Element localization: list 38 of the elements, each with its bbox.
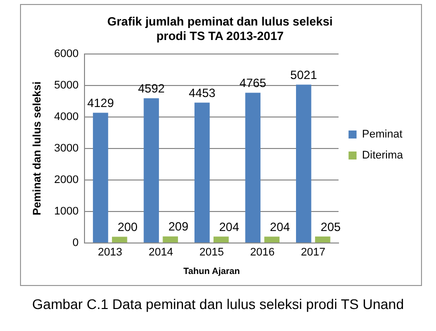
data-label: 4453 xyxy=(188,86,216,100)
data-label: 200 xyxy=(118,220,138,234)
bar xyxy=(296,84,312,242)
y-tick-label: 5000 xyxy=(54,79,79,92)
data-label: 204 xyxy=(270,220,290,234)
x-axis-title: Tahun Ajaran xyxy=(183,266,240,276)
y-tick-label: 0 xyxy=(72,237,79,250)
chart-title: Grafik jumlah peminat dan lulus seleksi prodi TS TA 2013-2017 xyxy=(107,14,333,43)
y-tick-label: 4000 xyxy=(54,110,79,123)
x-tick-label: 2016 xyxy=(250,246,275,259)
data-label: 209 xyxy=(168,220,189,234)
x-tick-label: 2014 xyxy=(148,246,174,259)
x-tick-label: 2015 xyxy=(199,246,224,259)
data-label: 4129 xyxy=(87,96,114,110)
bar xyxy=(92,112,108,242)
bar xyxy=(194,102,210,242)
x-tick-label: 2013 xyxy=(98,246,122,259)
bar xyxy=(162,236,178,242)
data-label: 5021 xyxy=(290,68,318,82)
y-tick-label: 1000 xyxy=(54,206,79,218)
bar xyxy=(112,236,128,242)
data-label: 4765 xyxy=(240,76,267,90)
text: Gambar C.1 Data peminat dan lulus seleksi prodi TS Unand xyxy=(31,296,405,312)
y-tick-label: 3000 xyxy=(54,142,79,154)
bar xyxy=(144,98,159,242)
bar xyxy=(264,236,280,242)
x-tick-label: 2017 xyxy=(300,246,326,259)
y-tick-label: 2000 xyxy=(54,174,79,186)
data-label: 4592 xyxy=(138,82,165,96)
bar xyxy=(245,92,260,242)
bar xyxy=(214,236,229,242)
legend-label: Diterima xyxy=(362,150,404,162)
data-label: 205 xyxy=(320,220,342,234)
legend-label: Peminat xyxy=(362,128,402,141)
bar xyxy=(315,236,330,242)
data-label: 204 xyxy=(219,220,240,234)
y-tick-label: 6000 xyxy=(54,48,79,60)
y-axis-title: Peminat dan lulus seleksi xyxy=(32,81,44,216)
